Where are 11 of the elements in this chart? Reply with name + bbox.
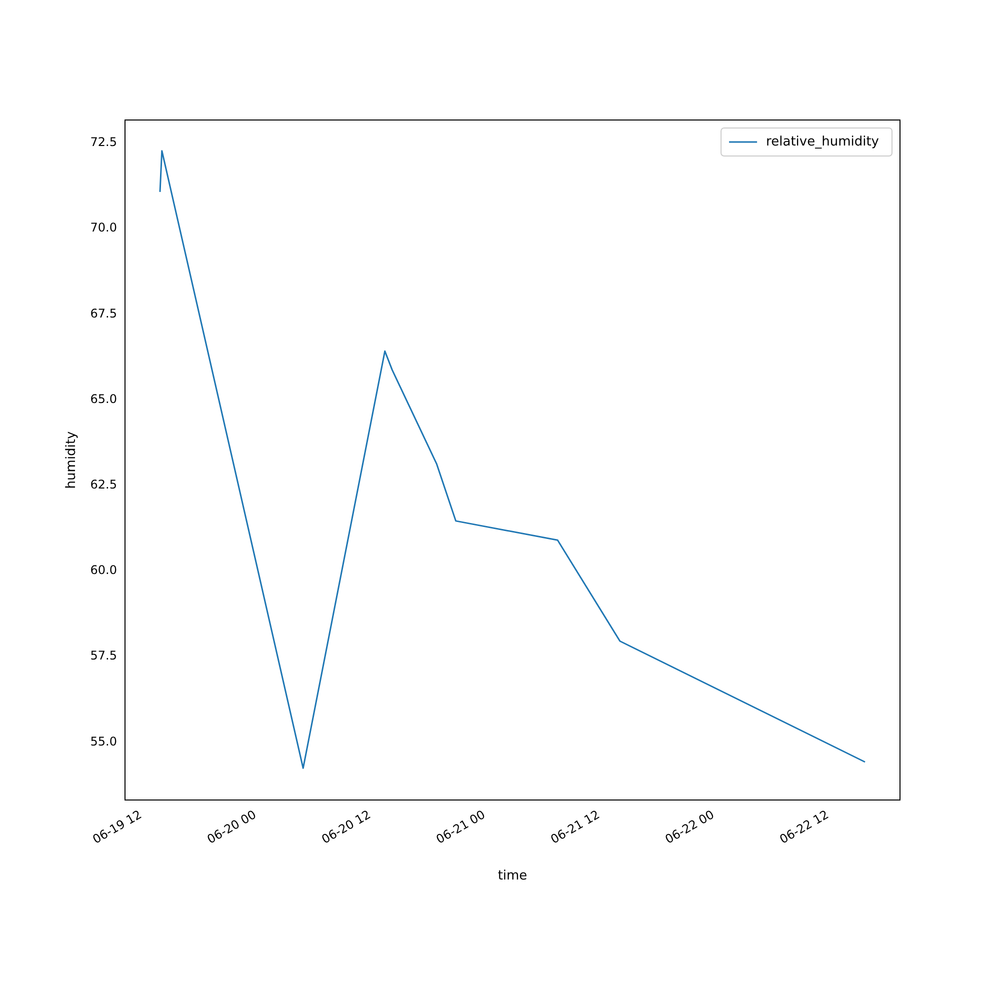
y-tick-label: 72.5 — [90, 135, 117, 150]
legend-label: relative_humidity — [766, 134, 880, 150]
y-tick-label: 65.0 — [90, 392, 117, 406]
y-tick-label: 70.0 — [90, 220, 117, 235]
y-axis-title: humidity — [64, 430, 80, 489]
y-tick-label: 57.5 — [90, 648, 117, 663]
x-axis-title: time — [498, 868, 528, 884]
y-tick-label: 60.0 — [90, 563, 117, 578]
y-tick-label: 67.5 — [90, 306, 117, 320]
y-tick-label: 55.0 — [90, 734, 117, 748]
y-tick-label: 62.5 — [90, 477, 117, 492]
